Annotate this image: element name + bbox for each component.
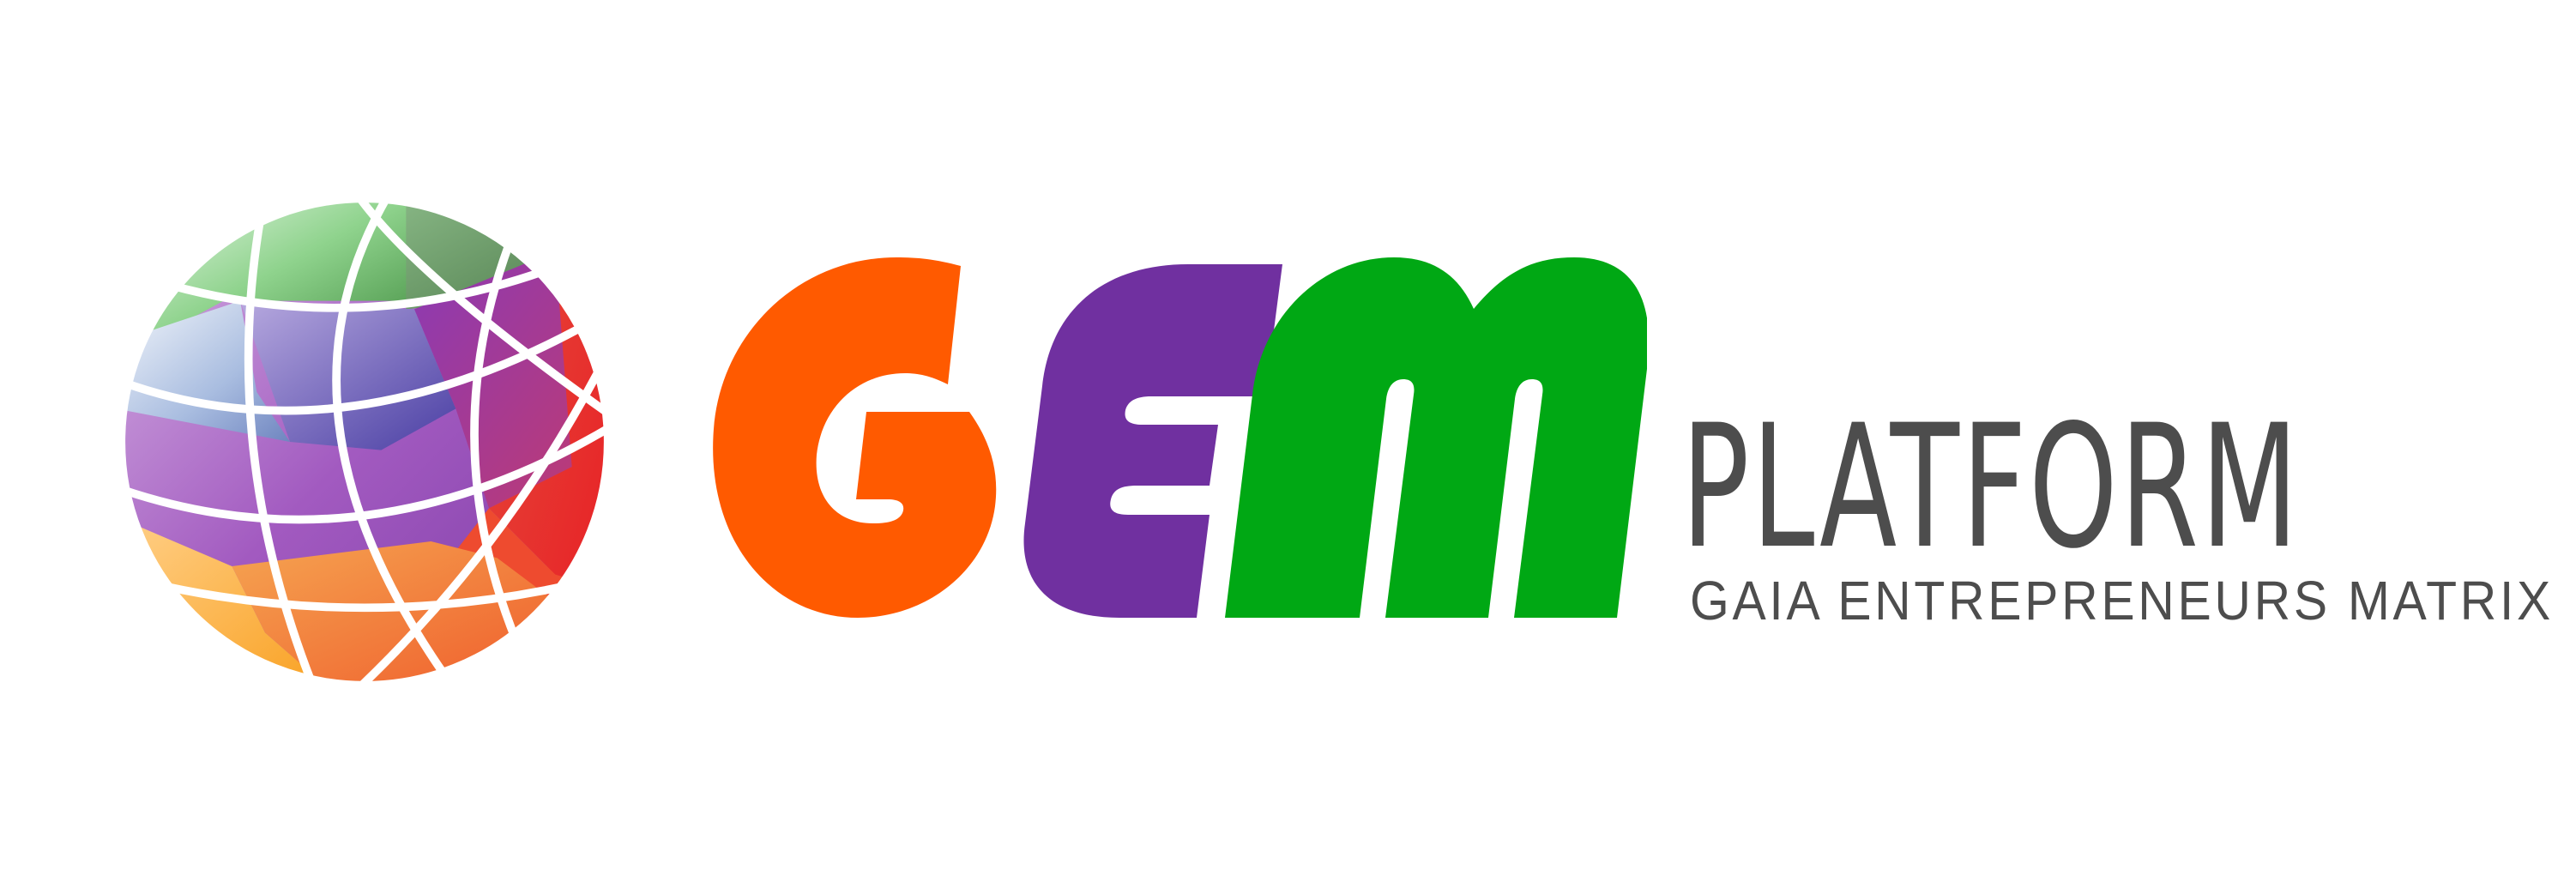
tagline: GAIA ENTREPRENEURS MATRIX — [1690, 570, 2554, 631]
wordmark-letter-e — [1023, 264, 1282, 618]
gem-wordmark — [713, 257, 1647, 618]
platform-label: PLATFORM — [1681, 388, 2301, 586]
segmented-globe-icon — [123, 200, 606, 684]
wordmark-letter-m — [1225, 257, 1647, 618]
wordmark-letter-g — [713, 257, 997, 618]
